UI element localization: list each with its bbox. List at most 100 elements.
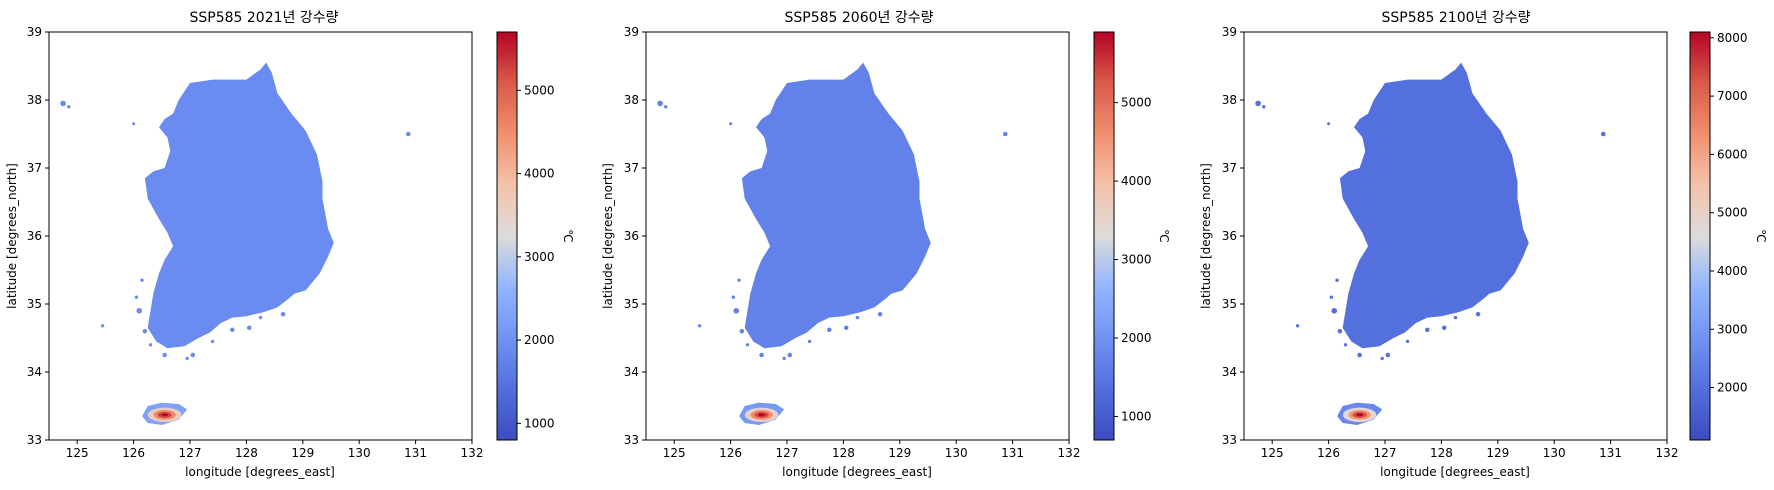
panel-3-island-14 (1476, 312, 1481, 317)
y-tick-label: 35 (624, 297, 639, 311)
panel-3-island-7 (1338, 329, 1343, 334)
y-tick-label: 39 (27, 25, 42, 39)
panel-1-island-5 (406, 132, 411, 137)
panel-3-colorbar-ticks: 2000300040005000600070008000 (1710, 31, 1748, 395)
panel-1-island-18 (185, 357, 188, 360)
panel-2-island-10 (808, 340, 811, 343)
panel-2-island-9 (788, 353, 793, 358)
panel-3-island-9 (1386, 353, 1391, 358)
colorbar-tick-label: 5000 (1717, 206, 1748, 220)
x-tick-label: 129 (291, 446, 314, 460)
panel-1-island-2 (67, 105, 70, 108)
y-tick-label: 38 (624, 93, 639, 107)
panel-3-y-ticks: 33343536373839 (1222, 25, 1244, 447)
colorbar-tick-label: 7000 (1717, 89, 1748, 103)
panel-1-island-14 (281, 312, 286, 317)
panel-1-island-3 (132, 122, 135, 125)
x-tick-label: 126 (122, 446, 145, 460)
y-tick-label: 37 (1222, 161, 1237, 175)
panel-3-x-ticks: 125 126 127 128 129 130 131 132 (1261, 440, 1679, 460)
colorbar-tick-label: 3000 (1717, 322, 1748, 336)
colorbar-tick-label: 3000 (1121, 253, 1152, 267)
panel-2-island-11 (827, 328, 832, 333)
panel-3-colorbar-label: ℃ (1754, 229, 1768, 242)
colorbar-tick-label: 2000 (1121, 331, 1152, 345)
panel-3-island-11 (1425, 328, 1430, 333)
y-tick-label: 39 (624, 25, 639, 39)
panel-3-island-13 (1454, 316, 1457, 319)
panel-3-island-18 (1380, 357, 1383, 360)
panel-2-island-15 (737, 279, 740, 282)
panel-1-island-13 (259, 316, 262, 319)
x-tick-label: 130 (1543, 446, 1566, 460)
y-tick-label: 36 (27, 229, 42, 243)
x-tick-label: 130 (945, 446, 968, 460)
y-tick-label: 33 (27, 433, 42, 447)
y-tick-label: 37 (27, 161, 42, 175)
panel-1-island-11 (230, 328, 235, 333)
panel-3-island-17 (1344, 343, 1347, 346)
x-tick-label: 132 (1058, 446, 1081, 460)
panel-1-x-ticks: 125 126 127 128 129 130 131 132 (66, 440, 484, 460)
panel-2-island-1 (657, 101, 663, 107)
panel-1-x-axis-label: longitude [degrees_east] (185, 465, 335, 479)
panel-3-island-3 (1327, 122, 1330, 125)
panel-1-island-15 (140, 279, 143, 282)
panel-2-x-ticks: 125 126 127 128 129 130 131 132 (663, 440, 1081, 460)
panel-1-island-17 (149, 343, 152, 346)
panel-2-island-14 (878, 312, 883, 317)
panel-3-x-axis-label: longitude [degrees_east] (1380, 465, 1530, 479)
panel-2-island-6 (733, 308, 739, 314)
panel-3-colorbar (1690, 32, 1710, 440)
colorbar-tick-label: 3000 (524, 250, 555, 264)
x-tick-label: 130 (348, 446, 371, 460)
panel-1-y-axis-label: latitude [degrees_north] (5, 163, 19, 309)
panel-1-colorbar-label: ℃ (561, 229, 575, 242)
panel-2-island-3 (729, 122, 732, 125)
colorbar-tick-label: 4000 (1717, 264, 1748, 278)
panel-2-island-7 (740, 329, 745, 334)
panel-2-island-4 (698, 324, 701, 327)
panel-1-title: SSP585 2021년 강수량 (190, 10, 339, 26)
panel-2-x-axis-label: longitude [degrees_east] (782, 465, 932, 479)
panel-3-island-5 (1601, 132, 1606, 137)
y-tick-label: 36 (1222, 229, 1237, 243)
colorbar-tick-label: 1000 (1121, 409, 1152, 423)
colorbar-tick-label: 4000 (1121, 174, 1152, 188)
y-tick-label: 35 (27, 297, 42, 311)
panel-3-island-15 (1335, 279, 1338, 282)
panel-2-island-17 (746, 343, 749, 346)
panel-1-colorbar-ticks: 10002000300040005000 (517, 83, 555, 430)
y-tick-label: 36 (624, 229, 639, 243)
panel-2-island-13 (856, 316, 859, 319)
panel-1-jeju-peak-ring-4 (161, 413, 168, 416)
x-tick-label: 132 (461, 446, 484, 460)
x-tick-label: 127 (179, 446, 202, 460)
x-tick-label: 131 (404, 446, 427, 460)
panel-2-y-ticks: 33 34 35 36 37 38 39 (624, 25, 646, 447)
panel-1-island-6 (136, 308, 142, 314)
panel-3-island-6 (1331, 308, 1337, 314)
x-tick-label: 129 (888, 446, 911, 460)
panel-3-island-2 (1262, 105, 1265, 108)
panel-2-title: SSP585 2060년 강수량 (785, 10, 934, 26)
panel-1-island-7 (143, 329, 148, 334)
panel-2-island-5 (1003, 132, 1008, 137)
panel-3-island-8 (1357, 353, 1362, 358)
x-tick-label: 131 (1001, 446, 1024, 460)
panel-3-island-1 (1255, 101, 1261, 107)
x-tick-label: 128 (235, 446, 258, 460)
panel-3-island-12 (1442, 326, 1447, 331)
panel-1-island-16 (135, 296, 138, 299)
x-tick-label: 127 (776, 446, 799, 460)
y-tick-label: 34 (624, 365, 639, 379)
x-tick-label: 126 (719, 446, 742, 460)
panel-2-colorbar-ticks: 1000 2000 3000 4000 5000 (1114, 96, 1152, 424)
panel-3-island-10 (1406, 340, 1409, 343)
panel-1-island-4 (101, 324, 104, 327)
panel-1-colorbar (497, 32, 517, 440)
colorbar-tick-label: 6000 (1717, 147, 1748, 161)
colorbar-tick-label: 4000 (524, 167, 555, 181)
panel-2-island-18 (782, 357, 785, 360)
